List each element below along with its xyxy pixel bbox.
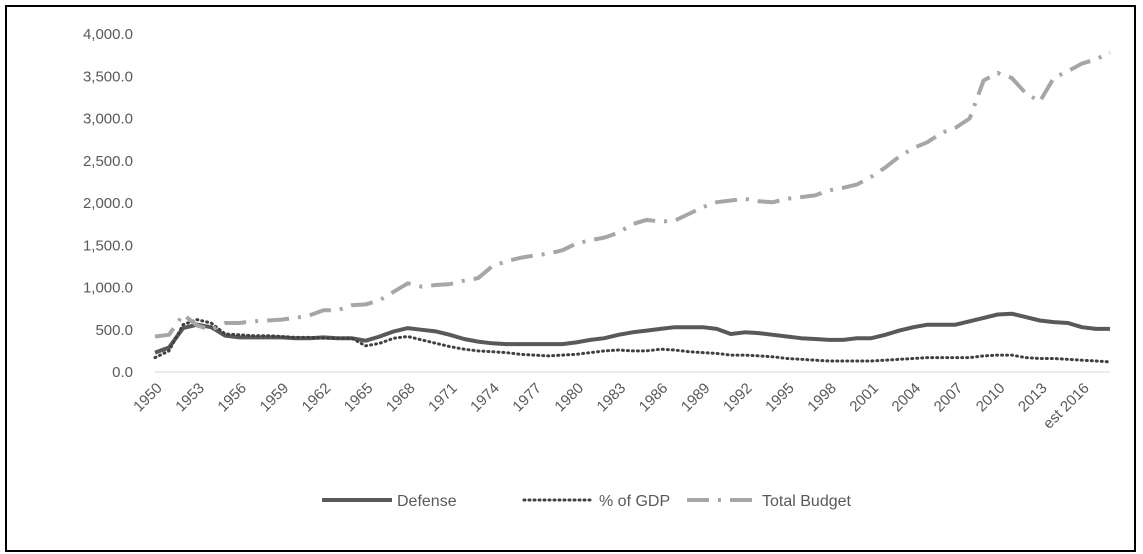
- y-tick-label: 1,000.0: [83, 280, 133, 297]
- x-tick-label: 1965: [341, 380, 377, 416]
- y-tick-label: 4,000.0: [83, 26, 133, 43]
- y-tick-label: 0.0: [112, 364, 133, 381]
- series-line-of-gdp: [153, 318, 1112, 364]
- x-tick-label: 1968: [383, 380, 419, 416]
- series-line-defense: [154, 311, 1110, 355]
- x-tick-label: 2013: [1015, 380, 1051, 416]
- series-lines: [153, 50, 1112, 364]
- x-tick-label: 1983: [594, 380, 630, 416]
- x-tick-label: 1956: [214, 380, 250, 416]
- x-tick-label: 2001: [846, 380, 882, 416]
- x-tick-label: 2010: [973, 380, 1009, 416]
- x-tick-label: 1962: [299, 380, 335, 416]
- legend: Defense % of GDP Total Budget: [322, 493, 852, 510]
- legend-label: Defense: [397, 493, 457, 510]
- x-tick-label: 1953: [172, 380, 208, 416]
- x-tick-label: 1986: [636, 380, 672, 416]
- x-tick-label: 1977: [509, 380, 545, 416]
- x-tick-label: 1992: [720, 380, 756, 416]
- chart-frame: 0.0 500.0 1,000.0 1,500.0 2,000.0 2,500.0 3,00…: [5, 5, 1136, 552]
- y-tick-label: 500.0: [95, 322, 133, 339]
- x-tick-label: 1995: [762, 380, 798, 416]
- x-tick-label: 1959: [257, 380, 293, 416]
- x-tick-label: est 2016: [1040, 380, 1093, 433]
- x-tick-label: 2007: [931, 380, 967, 416]
- y-tick-label: 2,000.0: [83, 195, 133, 212]
- x-tick-label: 1950: [130, 380, 166, 416]
- x-tick-label: 1974: [467, 380, 503, 416]
- chart-svg: 0.0 500.0 1,000.0 1,500.0 2,000.0 2,500.0 3,00…: [83, 26, 1112, 510]
- x-tick-label: 1971: [425, 380, 461, 416]
- series-line-total-budget: [154, 50, 1111, 339]
- legend-label: Total Budget: [762, 493, 852, 510]
- y-tick-label: 2,500.0: [83, 153, 133, 170]
- y-tick-label: 3,500.0: [83, 68, 133, 85]
- legend-label: % of GDP: [599, 493, 670, 510]
- x-tick-label: 1989: [678, 380, 714, 416]
- x-tick-label: 1998: [804, 380, 840, 416]
- x-axis-ticks: 1950 1953 1956 1959 1962 1965 1968 1971 1974 1977…: [130, 380, 1093, 433]
- x-tick-label: 2004: [889, 380, 925, 416]
- x-tick-label: 1980: [551, 380, 587, 416]
- y-tick-label: 1,500.0: [83, 237, 133, 254]
- y-tick-label: 3,000.0: [83, 111, 133, 128]
- y-axis-ticks: 0.0 500.0 1,000.0 1,500.0 2,000.0 2,500.0 3,00…: [83, 26, 133, 381]
